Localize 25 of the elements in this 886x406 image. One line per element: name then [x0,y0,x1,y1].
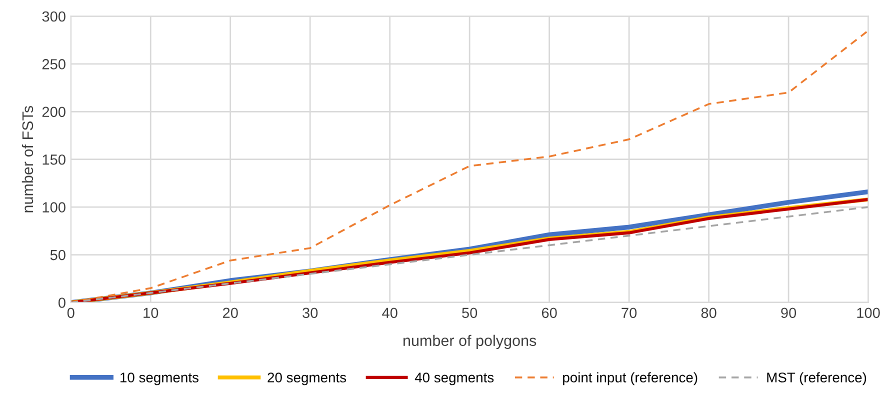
legend-label: point input (reference) [563,372,698,386]
y-tick-label: 300 [42,11,66,22]
y-tick-label: 100 [42,202,66,212]
x-tick-label: 100 [857,308,880,318]
legend-label: 40 segments [414,372,494,386]
x-axis-title: number of polygons [404,334,536,350]
x-tick-label: 90 [781,308,796,318]
x-tick-label: 10 [144,308,158,318]
y-tick-label: 0 [58,298,66,308]
y-tick-label: 250 [42,59,66,70]
x-tick-label: 80 [701,308,716,318]
y-axis-title: number of FSTs [22,106,34,212]
y-tick-label: 150 [42,154,66,165]
x-tick-label: 20 [222,308,238,318]
x-tick-label: 60 [542,308,557,318]
x-tick-label: 0 [67,308,74,318]
x-tick-label: 70 [622,308,637,318]
y-tick-label: 50 [50,250,66,260]
y-tick-label: 200 [42,106,66,118]
x-tick-label: 50 [462,308,478,318]
legend-label: MST (reference) [767,372,866,386]
x-tick-label: 30 [302,308,318,318]
legend-label: 20 segments [268,372,346,386]
x-tick-label: 40 [382,308,398,318]
legend-label: 10 segments [120,372,198,386]
